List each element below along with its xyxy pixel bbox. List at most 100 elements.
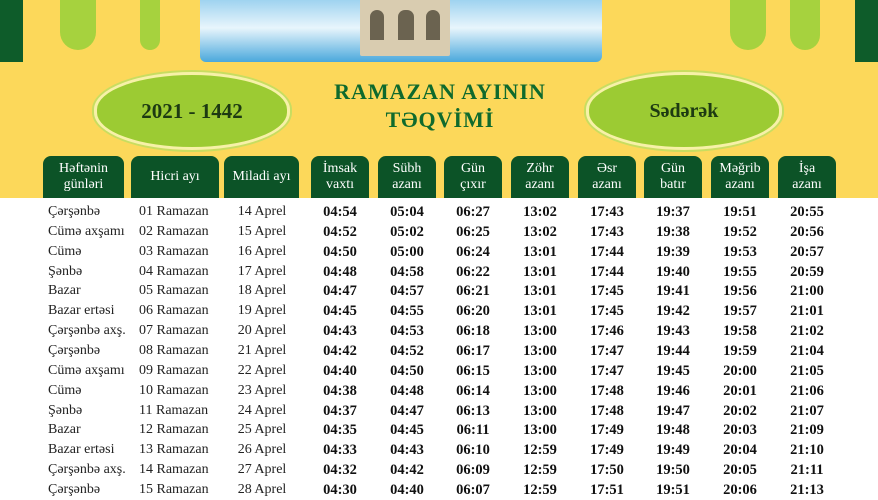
weekday-cell: Bazar xyxy=(48,422,81,438)
time-cell: 19:52 xyxy=(723,223,757,240)
column-header-label: batır xyxy=(660,177,686,192)
time-cell: 21:02 xyxy=(790,323,824,340)
time-cell: 06:11 xyxy=(456,422,490,439)
time-cell: 21:07 xyxy=(790,402,824,419)
time-cell: 04:43 xyxy=(323,323,357,340)
hijri-date-cell: 03 Ramazan xyxy=(139,243,209,259)
column-header-label: Əsr xyxy=(596,161,618,176)
time-cell: 13:01 xyxy=(523,243,557,260)
column-header: İmsak vaxtı xyxy=(311,156,369,198)
time-cell: 13:02 xyxy=(523,223,557,240)
time-cell: 17:51 xyxy=(590,481,624,498)
time-cell: 04:40 xyxy=(390,481,424,498)
time-cell: 13:01 xyxy=(523,263,557,280)
weekday-cell: Bazar ertəsi xyxy=(48,303,115,319)
time-cell: 19:57 xyxy=(723,303,757,320)
column-header-label: Miladi ayı xyxy=(232,169,291,184)
time-cell: 17:45 xyxy=(590,283,624,300)
time-cell: 13:02 xyxy=(523,204,557,220)
column-header-label: azanı xyxy=(792,177,822,192)
time-cell: 20:05 xyxy=(723,462,757,479)
time-cell: 04:35 xyxy=(323,422,357,439)
weekday-cell: Çərşənbə xyxy=(48,204,101,219)
time-cell: 20:01 xyxy=(723,382,757,399)
column-header: Məğrib azanı xyxy=(711,156,769,198)
time-cell: 04:43 xyxy=(390,442,424,459)
table-row: Bazar 05 Ramazan 18 Aprel 04:47 04:57 06:21 13… xyxy=(0,281,878,301)
time-cell: 19:38 xyxy=(656,223,690,240)
time-cell: 17:48 xyxy=(590,382,624,399)
time-cell: 19:45 xyxy=(656,362,690,379)
mosque-dome-decoration xyxy=(60,0,96,50)
minaret-decoration xyxy=(140,0,160,50)
gregorian-date-cell: 28 Aprel xyxy=(237,481,287,497)
gregorian-date-cell: 14 Aprel xyxy=(237,204,287,219)
time-cell: 06:20 xyxy=(456,303,490,320)
time-cell: 13:00 xyxy=(523,323,557,340)
time-cell: 04:32 xyxy=(323,462,357,479)
column-header-label: günləri xyxy=(63,177,104,192)
mosque-photo xyxy=(200,0,602,62)
time-cell: 19:56 xyxy=(723,283,757,300)
time-cell: 04:52 xyxy=(390,342,424,359)
time-cell: 20:03 xyxy=(723,422,757,439)
hijri-date-cell: 04 Ramazan xyxy=(139,263,209,279)
title-line-2: TƏQVİMİ xyxy=(385,107,495,132)
table-row: Bazar ertəsi 06 Ramazan 19 Aprel 04:45 04:55… xyxy=(0,301,878,321)
column-header: Əsr azanı xyxy=(578,156,636,198)
page-title: RAMAZAN AYININ TƏQVİMİ xyxy=(300,78,580,134)
gregorian-date-cell: 26 Aprel xyxy=(237,442,287,458)
column-header-label: İmsak xyxy=(322,161,358,176)
time-cell: 06:09 xyxy=(456,462,490,479)
table-row: Cümə 03 Ramazan 16 Aprel 04:50 05:00 06:24 13:… xyxy=(0,242,878,262)
gregorian-date-cell: 20 Aprel xyxy=(237,323,287,339)
time-cell: 04:38 xyxy=(323,382,357,399)
time-cell: 21:11 xyxy=(790,462,824,479)
hijri-date-cell: 10 Ramazan xyxy=(139,382,209,398)
time-cell: 06:13 xyxy=(456,402,490,419)
time-cell: 19:40 xyxy=(656,263,690,280)
column-header-label: vaxtı xyxy=(326,177,354,192)
hijri-date-cell: 07 Ramazan xyxy=(139,323,209,339)
table-row: Cümə axşamı 02 Ramazan 15 Aprel 04:52 05:02 0… xyxy=(0,222,878,242)
hijri-date-cell: 13 Ramazan xyxy=(139,442,209,458)
gregorian-date-cell: 19 Aprel xyxy=(237,303,287,319)
time-cell: 04:57 xyxy=(390,283,424,300)
time-cell: 19:41 xyxy=(656,283,690,300)
table-row: Çərşənbə axş. 07 Ramazan 20 Aprel 04:43 04:5… xyxy=(0,321,878,341)
time-cell: 21:09 xyxy=(790,422,824,439)
column-header: Sübh azanı xyxy=(378,156,436,198)
time-cell: 17:47 xyxy=(590,362,624,379)
time-cell: 19:59 xyxy=(723,342,757,359)
column-header-label: Zöhr xyxy=(526,161,554,176)
time-cell: 04:50 xyxy=(323,243,357,260)
weekday-cell: Şənbə xyxy=(48,402,83,418)
time-cell: 17:48 xyxy=(590,402,624,419)
time-cell: 13:00 xyxy=(523,422,557,439)
time-cell: 21:10 xyxy=(790,442,824,459)
time-cell: 20:06 xyxy=(723,481,757,498)
column-header-label: Məğrib xyxy=(719,161,761,176)
column-header: Hicri ayı xyxy=(131,156,219,198)
time-cell: 21:01 xyxy=(790,303,824,320)
time-cell: 06:27 xyxy=(456,204,490,220)
time-cell: 20:57 xyxy=(790,243,824,260)
time-cell: 19:46 xyxy=(656,382,690,399)
time-cell: 05:02 xyxy=(390,223,424,240)
column-header-label: İşa xyxy=(798,161,816,176)
time-cell: 13:00 xyxy=(523,362,557,379)
time-cell: 06:21 xyxy=(456,283,490,300)
time-cell: 20:00 xyxy=(723,362,757,379)
time-cell: 04:52 xyxy=(323,223,357,240)
time-cell: 13:00 xyxy=(523,342,557,359)
weekday-cell: Cümə xyxy=(48,243,82,259)
minaret-decoration xyxy=(790,0,820,50)
time-cell: 19:42 xyxy=(656,303,690,320)
time-cell: 21:13 xyxy=(790,481,824,498)
column-header: İşa azanı xyxy=(778,156,836,198)
time-cell: 19:51 xyxy=(723,204,757,220)
time-cell: 21:05 xyxy=(790,362,824,379)
weekday-cell: Cümə axşamı xyxy=(48,223,125,239)
column-header-label: Gün xyxy=(460,161,486,176)
time-cell: 04:55 xyxy=(390,303,424,320)
